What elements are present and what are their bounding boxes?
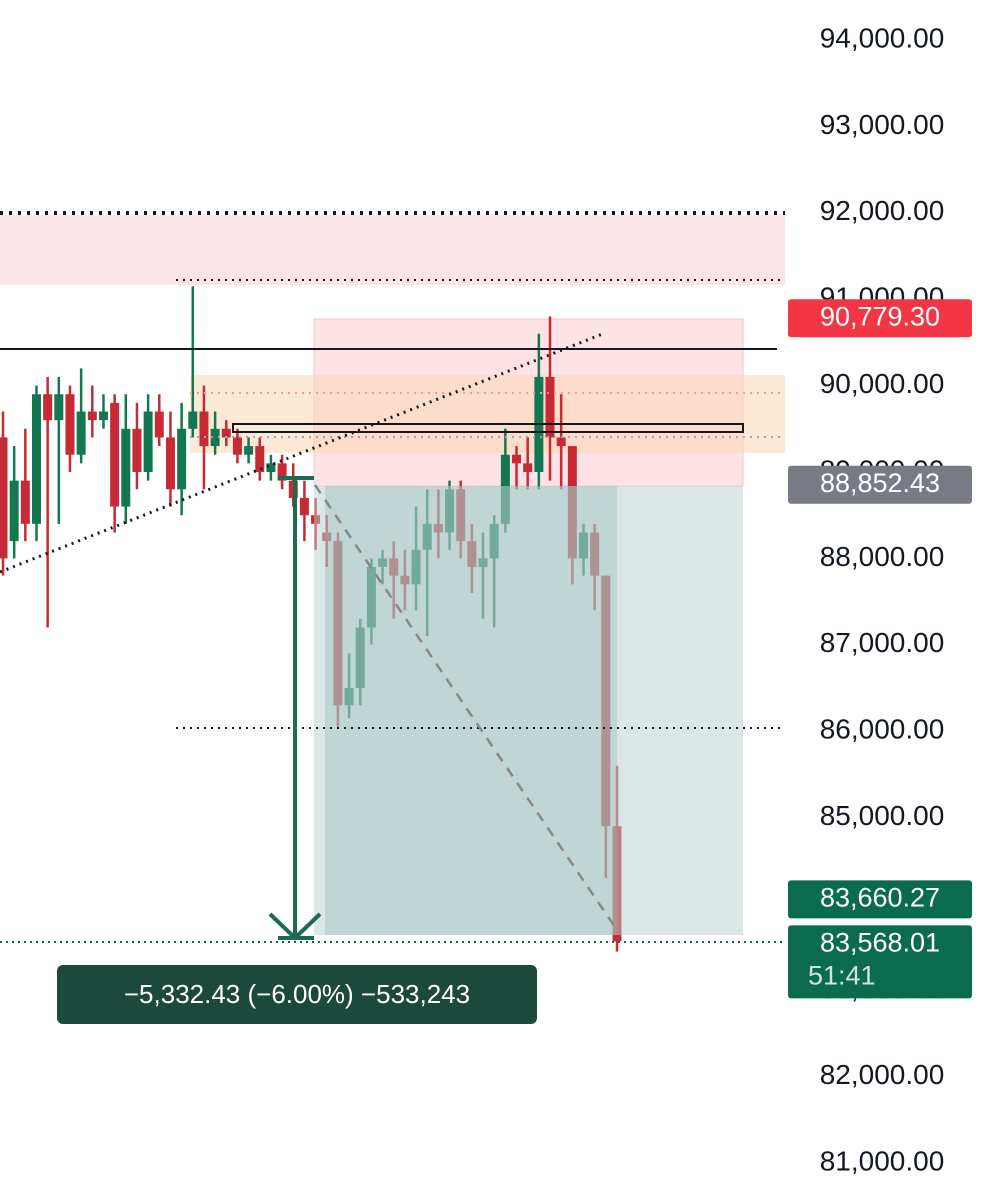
price-tag: [788, 299, 972, 338]
candle-body: [277, 463, 287, 481]
range-box: [232, 423, 744, 433]
candle-body: [556, 437, 566, 447]
candle-body: [165, 437, 175, 490]
candle-body: [9, 480, 19, 542]
candle-body: [154, 411, 164, 438]
candle-body: [199, 411, 209, 447]
price-tag-label: 90,779.30: [820, 301, 940, 331]
y-tick-label: 94,000.00: [820, 22, 945, 53]
y-tick-label: 90,000.00: [820, 368, 945, 399]
y-tick-label: 88,000.00: [820, 541, 945, 572]
candle-body: [110, 402, 120, 507]
drawings-back: [0, 215, 785, 487]
candle-body: [210, 428, 220, 447]
y-tick-label: 85,000.00: [820, 800, 945, 831]
price-tag-label: 83,660.27: [820, 882, 940, 912]
price-axis: 94,000.0093,000.0092,000.0091,000.0090,0…: [785, 22, 972, 1177]
y-tick-label: 82,000.00: [820, 1059, 945, 1090]
resistance-zone: [0, 215, 785, 285]
y-tick-label: 86,000.00: [820, 714, 945, 745]
candle-body: [43, 394, 53, 421]
candle-body: [177, 428, 187, 490]
candle-body: [31, 394, 41, 524]
target-zone: [314, 486, 743, 935]
candle-body: [255, 446, 265, 472]
y-tick-label: 81,000.00: [820, 1146, 945, 1177]
candle-body: [523, 463, 533, 472]
candle-body: [98, 411, 108, 421]
price-tag-label: 83,568.01: [820, 927, 940, 957]
price-tag: [788, 880, 972, 919]
price-tag-label: 88,852.43: [820, 468, 940, 498]
target-zone-filled: [325, 486, 617, 935]
y-tick-label: 93,000.00: [820, 109, 945, 140]
supply-zone: [190, 375, 785, 453]
drawings-front: −5,332.43 (−6.00%) −533,243: [0, 211, 785, 1024]
candle-body: [221, 428, 231, 438]
measure-label: −5,332.43 (−6.00%) −533,243: [124, 979, 470, 1009]
candle-body: [232, 437, 242, 455]
candle-body: [545, 376, 555, 438]
candle-body: [54, 394, 64, 421]
candle-body: [266, 463, 276, 472]
candle-body: [188, 411, 198, 429]
measure-box: [57, 965, 537, 1024]
candle-body: [65, 394, 75, 455]
candle-body: [76, 411, 86, 455]
candle-body: [299, 497, 309, 516]
candle-body: [0, 437, 8, 559]
countdown: 51:41: [808, 960, 876, 990]
y-tick-label: 92,000.00: [820, 195, 945, 226]
candle-body: [87, 411, 97, 421]
price-tag: [788, 465, 972, 504]
candle-body: [121, 428, 131, 507]
candle-body: [244, 446, 254, 455]
candle-body: [132, 428, 142, 472]
candle-body: [20, 480, 30, 524]
candle-body: [143, 411, 153, 472]
candle-body: [512, 454, 522, 464]
y-tick-label: 87,000.00: [820, 627, 945, 658]
price-tag: [788, 925, 972, 999]
